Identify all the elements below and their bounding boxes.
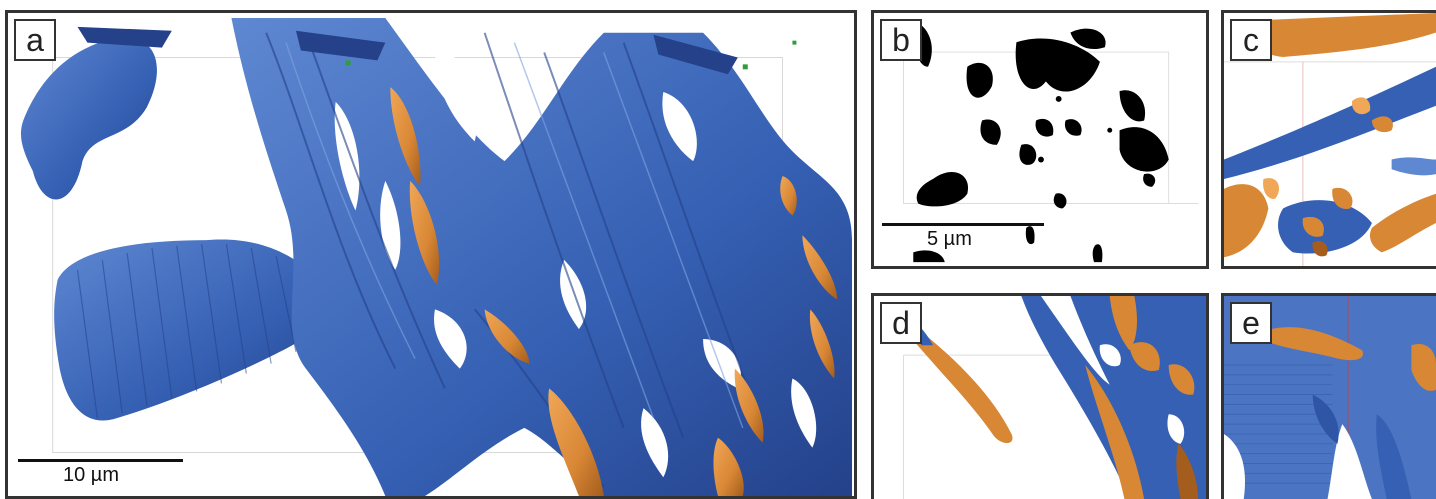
panel-e: e bbox=[1221, 293, 1436, 499]
panel-d-render bbox=[902, 296, 1206, 499]
panel-c-label: c bbox=[1230, 19, 1272, 61]
panel-e-label: e bbox=[1230, 302, 1272, 344]
panel-a-render bbox=[20, 17, 853, 496]
panel-b: b 5 µm bbox=[871, 10, 1209, 269]
panel-d: d bbox=[871, 293, 1209, 499]
panel-c: c bbox=[1221, 10, 1436, 269]
panel-a-scalebar-line bbox=[18, 459, 183, 462]
panel-c-render bbox=[1224, 13, 1436, 266]
panel-a-scalebar-label: 10 µm bbox=[63, 464, 119, 486]
panel-e-render bbox=[1224, 296, 1436, 499]
panel-b-scalebar-label: 5 µm bbox=[927, 228, 972, 250]
panel-b-label: b bbox=[880, 19, 922, 61]
panel-d-label: d bbox=[880, 302, 922, 344]
panel-a-scalebar: 10 µm bbox=[18, 459, 183, 487]
panel-a-label: a bbox=[14, 19, 56, 61]
panel-b-scalebar: 5 µm bbox=[882, 223, 1044, 251]
panel-a: a 10 µm bbox=[5, 10, 857, 499]
panel-b-render bbox=[902, 22, 1199, 263]
panel-b-scalebar-line bbox=[882, 223, 1044, 226]
